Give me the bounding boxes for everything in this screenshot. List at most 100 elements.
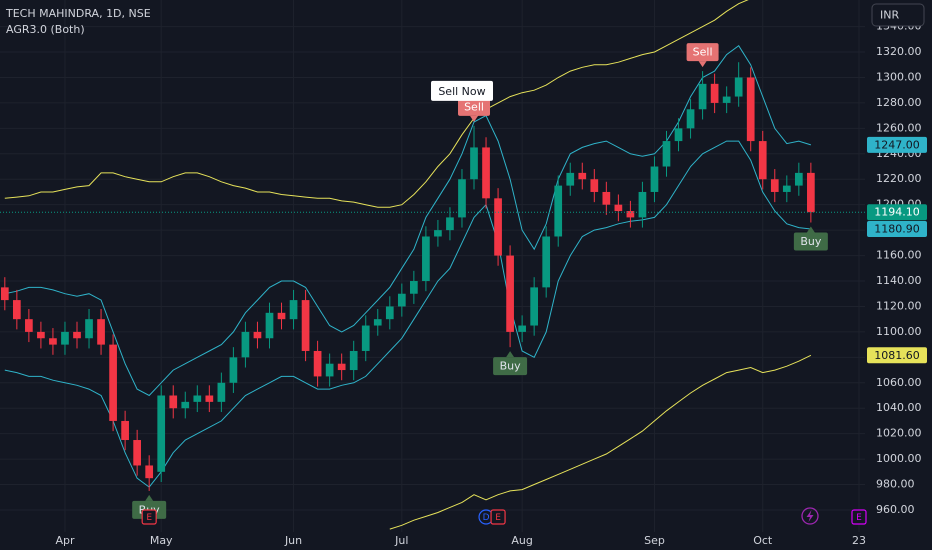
candle-body xyxy=(794,172,803,186)
band-line xyxy=(4,44,812,397)
candle-body xyxy=(229,357,238,383)
event-marker xyxy=(141,509,157,525)
buy-badge xyxy=(793,232,828,251)
tooltip-box xyxy=(431,80,494,101)
sell-label: Sell xyxy=(693,46,713,59)
candle-body xyxy=(73,331,81,339)
candle-body xyxy=(782,185,791,192)
y-tick-label: 1140.00 xyxy=(876,274,922,287)
x-tick-label: Jul xyxy=(394,534,408,547)
candle-body xyxy=(109,344,117,421)
candle-body xyxy=(97,319,105,345)
sell-badge xyxy=(458,97,491,116)
candle-body xyxy=(37,331,45,339)
price-tag xyxy=(867,347,927,364)
candle-body xyxy=(337,363,346,371)
candle-body xyxy=(157,395,166,472)
candle-body xyxy=(470,147,478,180)
buy-label: Buy xyxy=(800,235,822,248)
y-tick-label: 1020.00 xyxy=(876,427,922,440)
candle-body xyxy=(578,172,587,180)
candle-body xyxy=(458,179,466,218)
price-tag xyxy=(867,204,927,221)
y-tick-label: 1100.00 xyxy=(876,325,922,338)
sell-badge xyxy=(686,43,719,62)
candle-body xyxy=(85,319,93,339)
y-tick-label: 1280.00 xyxy=(876,96,922,109)
candle-body xyxy=(614,204,623,212)
candle-body xyxy=(313,350,322,377)
candle-body xyxy=(674,128,683,142)
candle-body xyxy=(494,198,502,256)
candle-body xyxy=(686,109,695,129)
candle-body xyxy=(133,440,141,466)
overlay: 960.00 980.00 1000.00 1020.00 1040.00 1060.00… xyxy=(55,20,927,547)
price-tag-label: 1247.00 xyxy=(874,138,920,151)
candle-body xyxy=(566,172,575,186)
buy-pointer xyxy=(506,351,515,358)
buy-pointer xyxy=(145,494,154,501)
candle-body xyxy=(626,211,635,218)
candle-body xyxy=(446,217,454,231)
candle-body xyxy=(710,83,719,103)
y-tick-label: 1320.00 xyxy=(876,45,922,58)
y-tick-label: 1000.00 xyxy=(876,452,922,465)
band-line xyxy=(4,0,749,208)
sell-label: Sell xyxy=(464,100,484,113)
y-tick-label: 1220.00 xyxy=(876,172,922,185)
currency-label[interactable]: INR xyxy=(880,9,899,22)
buy-badge xyxy=(493,357,528,376)
candle-body xyxy=(506,255,514,332)
candle-body xyxy=(434,230,442,237)
y-tick-label: 1040.00 xyxy=(876,401,922,414)
candle-body xyxy=(12,300,21,320)
candle-body xyxy=(385,306,394,320)
candle-body xyxy=(145,465,154,479)
x-tick-label: Sep xyxy=(644,534,665,547)
candle-body xyxy=(662,141,671,167)
candle-body xyxy=(325,363,334,377)
price-tag xyxy=(867,136,927,153)
candle-body xyxy=(373,319,382,326)
candle-body xyxy=(590,179,599,192)
event-label: E xyxy=(495,513,501,523)
x-tick-label: Apr xyxy=(55,534,75,547)
candle-body xyxy=(758,141,767,180)
candle-body xyxy=(0,287,9,301)
alert-icon[interactable] xyxy=(801,507,819,525)
candle-body xyxy=(181,401,190,409)
x-tick-label: Oct xyxy=(753,534,773,547)
candle-body xyxy=(746,77,755,142)
x-tick-label: Jun xyxy=(284,534,302,547)
x-tick-label: May xyxy=(150,534,173,547)
y-tick-label: 1120.00 xyxy=(876,299,922,312)
sell-pointer xyxy=(470,115,479,122)
candle-body xyxy=(734,77,743,97)
y-tick-label: 980.00 xyxy=(876,478,915,491)
y-tick-label: 1300.00 xyxy=(876,70,922,83)
candle-body xyxy=(542,236,551,288)
tooltip-label: Sell Now xyxy=(438,85,485,98)
buy-label: Buy xyxy=(500,360,522,373)
alert-bolt[interactable] xyxy=(806,510,814,522)
event-marker xyxy=(851,509,867,525)
event-label: D xyxy=(483,513,490,523)
event-label: E xyxy=(146,513,152,523)
candle-body xyxy=(530,287,539,326)
price-tag-label: 1081.60 xyxy=(874,349,920,362)
alert-circle[interactable] xyxy=(801,507,819,525)
candle-body xyxy=(265,312,274,339)
candle-body xyxy=(217,382,226,402)
candle-body xyxy=(241,331,250,358)
candle-body xyxy=(253,331,262,339)
candle-body xyxy=(422,236,430,282)
x-tick-label: Aug xyxy=(511,534,532,547)
buy-pointer xyxy=(806,226,815,233)
event-marker xyxy=(490,509,506,525)
currency-button[interactable] xyxy=(871,3,925,27)
candle-body xyxy=(410,281,418,294)
candle-body xyxy=(397,293,406,307)
candle-body xyxy=(61,331,69,345)
